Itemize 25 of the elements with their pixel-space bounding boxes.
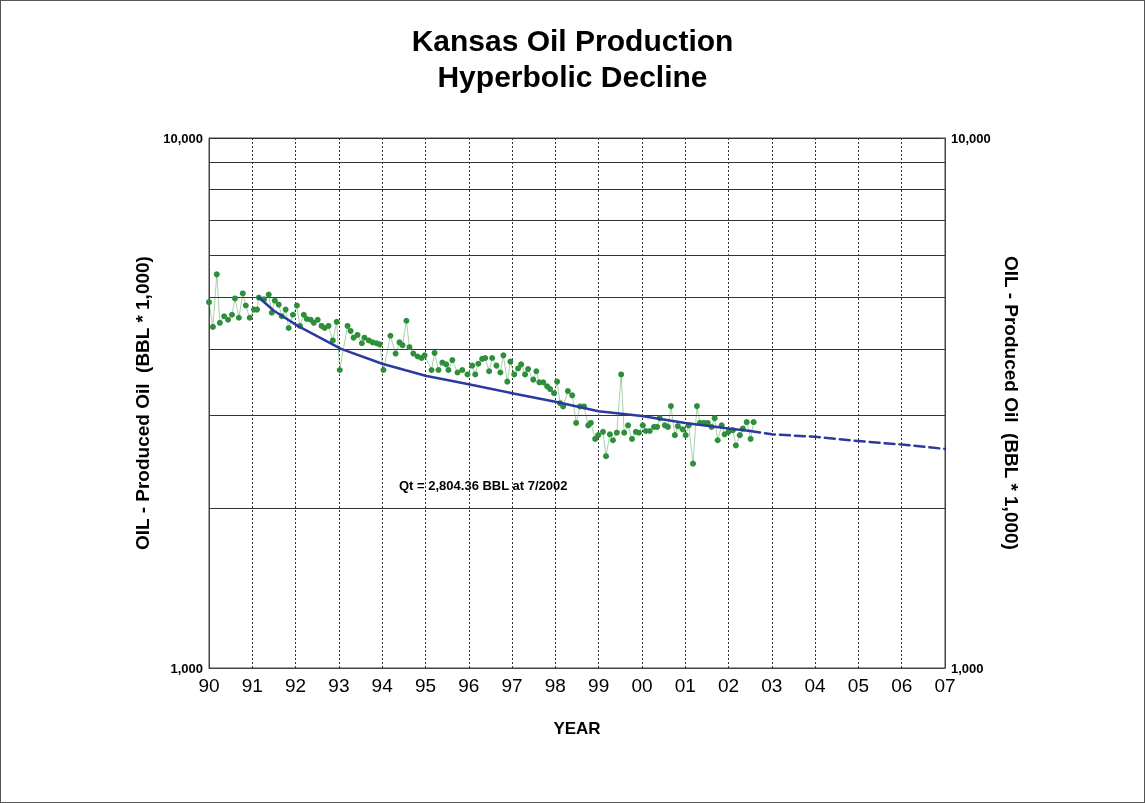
annotation: Qt = 2,804.36 BBL at 7/2002 — [399, 478, 568, 493]
x-axis-title: YEAR — [553, 719, 601, 738]
x-tick-label: 01 — [674, 675, 696, 696]
x-tick-label: 02 — [717, 675, 740, 696]
x-tick-label: 04 — [804, 675, 827, 696]
x-tick-label: 94 — [371, 675, 394, 696]
x-tick-label: 03 — [761, 675, 783, 696]
x-tick-label: 97 — [501, 675, 523, 696]
x-tick-label: 00 — [631, 675, 653, 696]
x-tick-label: 93 — [328, 675, 350, 696]
x-tick-label: 95 — [414, 675, 437, 696]
y-axis-title: OIL - Produced Oil (BBL * 1,000) — [132, 256, 154, 550]
x-tick-label: 06 — [891, 675, 913, 696]
x-tick-label: 99 — [588, 675, 610, 696]
x-tick-label: 05 — [847, 675, 869, 696]
x-tick-label: 91 — [241, 675, 263, 696]
x-tick-label: 92 — [285, 675, 307, 696]
x-tick-label: 07 — [934, 675, 956, 696]
x-tick-label: 98 — [544, 675, 566, 696]
y2-tick-label: 10,000 — [951, 130, 991, 146]
y2-axis-title: OIL - Produced Oil (BBL * 1,000) — [1000, 256, 1022, 550]
chart-title: Kansas Oil Production Hyperbolic Decline — [411, 23, 734, 93]
x-tick-label: 96 — [458, 675, 480, 696]
y2-tick-label: 1,000 — [951, 660, 984, 676]
x-tick-label: 90 — [198, 675, 220, 696]
